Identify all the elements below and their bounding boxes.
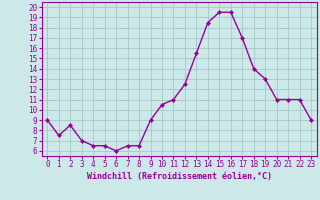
X-axis label: Windchill (Refroidissement éolien,°C): Windchill (Refroidissement éolien,°C) xyxy=(87,172,272,181)
